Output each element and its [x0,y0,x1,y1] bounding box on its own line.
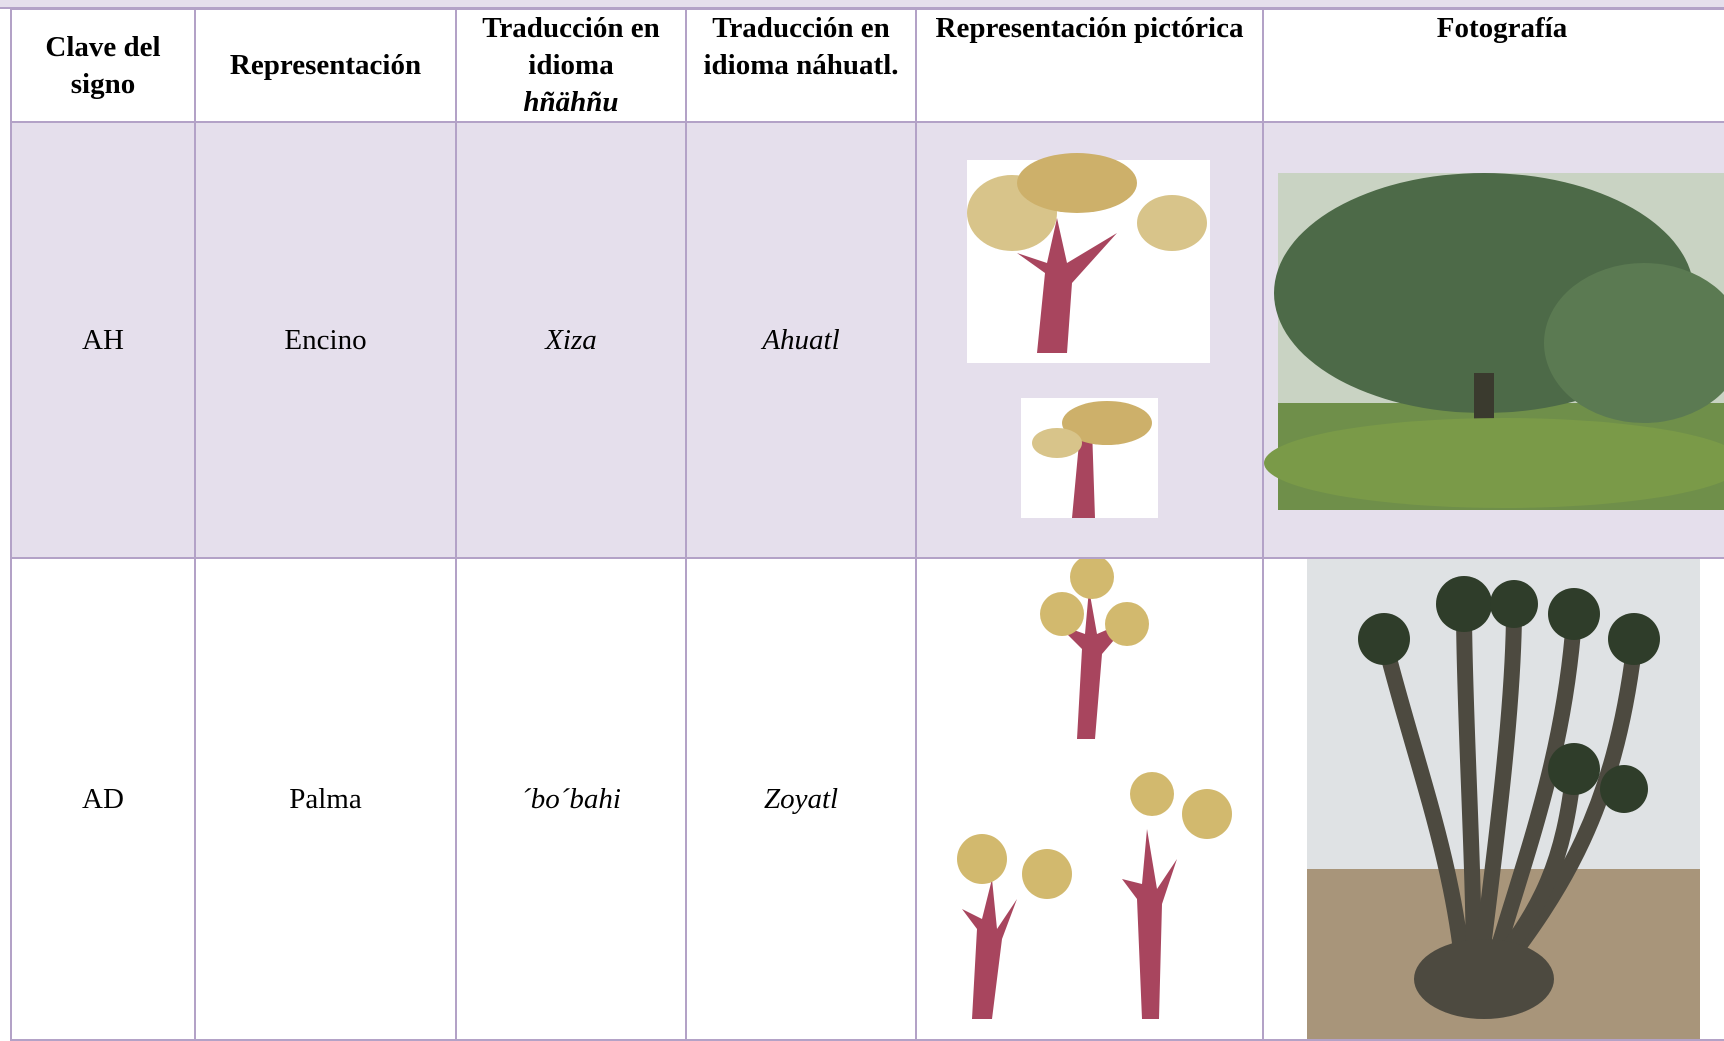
photo [1307,559,1700,1039]
row: AH Encino Xiza Ahuatl [10,121,1724,559]
cell: AD [10,557,196,1041]
cell: Palma [194,557,457,1041]
row: AD Palma ´bo´bahi Zoyatl [10,557,1724,1041]
photo-cell [1262,557,1724,1041]
photo-cell [1262,121,1724,559]
cell: ´bo´bahi [455,557,687,1041]
header-cell: Representación [194,8,457,123]
header-cell: Fotografía [1262,8,1724,123]
cell: Ahuatl [685,121,917,559]
pictogram-cell [915,557,1264,1041]
header-cell: Traducción en idioma náhuatl. [685,8,917,123]
cell: Zoyatl [685,557,917,1041]
header-cell: Traducción en idioma hñähñu [455,8,687,123]
header-text: Traducción en idioma [482,12,660,81]
header-row: Clave del signo Representación Traducció… [10,8,1724,123]
pictogram [967,153,1210,518]
pictogram [957,559,1232,1019]
header-cell: Representación pictórica [915,8,1264,123]
photo [1264,173,1724,510]
pictogram-cell [915,121,1264,559]
sign-table: Clave del signo Representación Traducció… [10,8,1724,1041]
header-cell: Clave del signo [10,8,196,123]
top-strip [0,0,1724,9]
cell: Encino [194,121,457,559]
header-emphasis: hñähñu [523,86,619,118]
cell: AH [10,121,196,559]
cell: Xiza [455,121,687,559]
